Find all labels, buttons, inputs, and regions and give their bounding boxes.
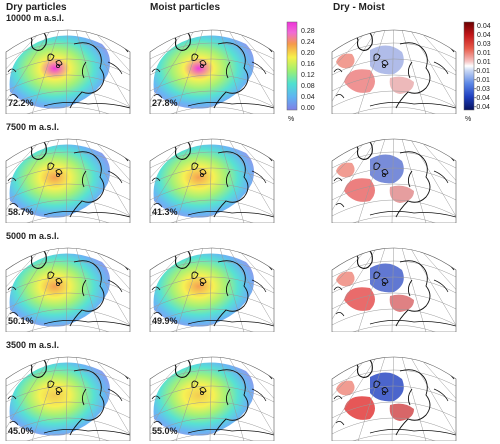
moist-percent-row-3: 49.9% — [152, 316, 178, 326]
europe-coastline — [395, 42, 431, 109]
density-tick-2: 0.24 — [301, 39, 315, 46]
map-diff-row-3 — [331, 247, 457, 332]
density-field — [9, 144, 110, 218]
altitude-label-row-1: 10000 m a.s.l. — [6, 13, 65, 23]
density-tick-6: 0.08 — [301, 83, 315, 90]
release-point-marker — [56, 282, 61, 287]
positive-anomaly — [344, 178, 375, 202]
column-title-diff: Dry - Moist — [333, 2, 385, 13]
release-point-marker — [200, 282, 205, 287]
release-point-marker — [382, 64, 387, 69]
release-point-marker — [56, 391, 61, 396]
difference-colorbar: 0.04 0.04 0.03 0.01 0.01 -0.01 -0.01 -0.… — [463, 21, 491, 123]
negative-anomaly — [370, 263, 404, 293]
diff-tick-4: 0.01 — [477, 50, 491, 57]
dry-percent-row-2: 58.7% — [8, 207, 34, 217]
altitude-label-row-2: 7500 m a.s.l. — [6, 122, 60, 132]
diff-tick-6: -0.01 — [474, 68, 490, 75]
diff-tick-1: 0.04 — [477, 23, 491, 30]
difference-unit: % — [465, 116, 471, 123]
europe-coastline — [395, 151, 431, 218]
moist-percent-row-4: 55.0% — [152, 426, 178, 436]
positive-anomaly — [344, 69, 375, 93]
density-field — [9, 362, 110, 436]
europe-coastline — [213, 42, 249, 109]
europe-coastline — [69, 151, 105, 218]
release-point-marker — [382, 282, 387, 287]
moist-percent-row-2: 41.3% — [152, 207, 178, 217]
release-point-marker — [382, 391, 387, 396]
diff-tick-2: 0.04 — [477, 32, 491, 39]
release-point-marker — [56, 173, 61, 178]
density-field — [153, 35, 254, 109]
positive-anomaly — [344, 287, 375, 311]
diff-tick-3: 0.03 — [477, 41, 491, 48]
density-tick-5: 0.12 — [301, 72, 315, 79]
release-point-marker — [200, 391, 205, 396]
map-dry-row-1 — [5, 29, 131, 114]
europe-coastline — [69, 369, 105, 436]
diff-tick-10: -0.04 — [474, 104, 490, 111]
density-tick-1: 0.28 — [301, 28, 315, 35]
negative-anomaly — [370, 154, 404, 184]
negative-anomaly — [370, 45, 404, 75]
density-field — [153, 253, 254, 327]
density-unit: % — [288, 116, 294, 123]
density-tick-7: 0.04 — [301, 94, 315, 101]
density-colorbar: 0.28 0.24 0.20 0.16 0.12 0.08 0.04 0.00 … — [286, 21, 315, 123]
dry-percent-row-3: 50.1% — [8, 316, 34, 326]
release-point-marker — [200, 64, 205, 69]
map-moist-row-4 — [149, 356, 275, 441]
dry-percent-row-4: 45.0% — [8, 426, 34, 436]
density-field — [9, 253, 110, 327]
europe-coastline — [69, 42, 105, 109]
map-diff-row-4 — [331, 356, 457, 441]
diff-tick-8: -0.03 — [474, 86, 490, 93]
moist-percent-row-1: 27.8% — [152, 98, 178, 108]
positive-anomaly — [344, 396, 375, 420]
density-tick-4: 0.16 — [301, 61, 315, 68]
density-field — [153, 362, 254, 436]
diff-tick-9: -0.04 — [474, 95, 490, 102]
map-dry-row-2 — [5, 138, 131, 223]
map-moist-row-2 — [149, 138, 275, 223]
column-title-dry: Dry particles — [6, 2, 67, 13]
release-point-marker — [56, 64, 61, 69]
map-dry-row-3 — [5, 247, 131, 332]
europe-coastline — [395, 369, 431, 436]
density-tick-8: 0.00 — [301, 105, 315, 112]
column-title-moist: Moist particles — [150, 2, 221, 13]
europe-coastline — [213, 369, 249, 436]
europe-coastline — [69, 260, 105, 327]
density-colorbar-bar — [286, 21, 298, 111]
dry-percent-row-1: 72.2% — [8, 98, 34, 108]
map-moist-row-3 — [149, 247, 275, 332]
map-moist-row-1 — [149, 29, 275, 114]
release-point-marker — [200, 173, 205, 178]
map-diff-row-2 — [331, 138, 457, 223]
altitude-label-row-4: 3500 m a.s.l. — [6, 340, 60, 350]
map-dry-row-4 — [5, 356, 131, 441]
altitude-label-row-3: 5000 m a.s.l. — [6, 231, 60, 241]
map-diff-row-1 — [331, 29, 457, 114]
europe-coastline — [213, 260, 249, 327]
density-tick-3: 0.20 — [301, 50, 315, 57]
europe-coastline — [213, 151, 249, 218]
diff-tick-5: 0.01 — [477, 59, 491, 66]
europe-coastline — [395, 260, 431, 327]
diff-tick-7: -0.01 — [474, 77, 490, 84]
density-field — [153, 144, 254, 218]
density-field — [9, 35, 110, 109]
release-point-marker — [382, 173, 387, 178]
difference-colorbar-bar — [463, 21, 475, 111]
negative-anomaly — [370, 372, 404, 402]
